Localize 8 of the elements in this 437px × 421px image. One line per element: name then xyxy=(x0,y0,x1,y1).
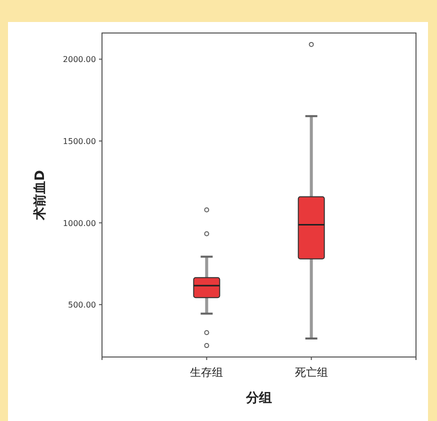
x-axis-title: 分组 xyxy=(245,391,272,406)
y-tick-label: 2000.00 xyxy=(62,55,96,64)
y-tick-label: 500.00 xyxy=(68,300,96,310)
y-tick-label: 1500.00 xyxy=(62,137,96,146)
x-tick-label: 生存组 xyxy=(190,366,224,379)
y-axis-title: 术前血D xyxy=(33,170,48,221)
y-tick-label: 1000.00 xyxy=(62,218,96,228)
x-tick-label: 死亡组 xyxy=(294,366,328,379)
